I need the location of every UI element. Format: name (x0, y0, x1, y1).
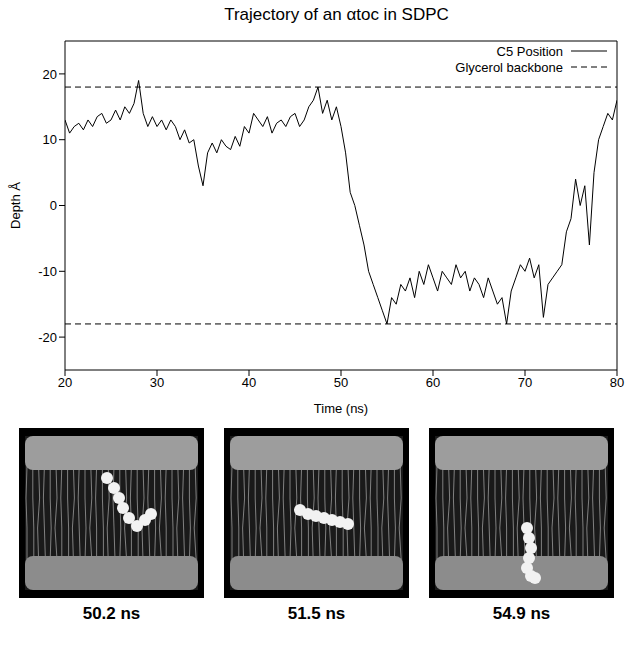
html-text:51.5 ns: 51.5 ns (287, 604, 346, 623)
svg-text:50: 50 (334, 375, 348, 390)
svg-text:20: 20 (58, 375, 72, 390)
svg-text:-10: -10 (38, 264, 57, 279)
svg-text:Depth Å: Depth Å (8, 182, 23, 229)
html-text:Glycerol backbone: Glycerol backbone (455, 59, 563, 75)
svg-text:60: 60 (426, 375, 440, 390)
svg-text:-20: -20 (38, 330, 57, 345)
svg-text:20: 20 (43, 67, 57, 82)
svg-text:40: 40 (242, 375, 256, 390)
html-text:54.9 ns: 54.9 ns (492, 604, 551, 623)
svg-text:70: 70 (518, 375, 532, 390)
svg-text:30: 30 (150, 375, 164, 390)
html-text:50.2 ns: 50.2 ns (82, 604, 141, 623)
svg-text:80: 80 (610, 375, 624, 390)
html-text:Trajectory of an αtoc in SDPC: Trajectory of an αtoc in SDPC (224, 5, 449, 24)
html-text:C5 Position: C5 Position (496, 43, 563, 59)
svg-text:10: 10 (43, 132, 57, 147)
svg-text:Time (ns): Time (ns) (314, 401, 368, 416)
svg-text:0: 0 (50, 198, 57, 213)
